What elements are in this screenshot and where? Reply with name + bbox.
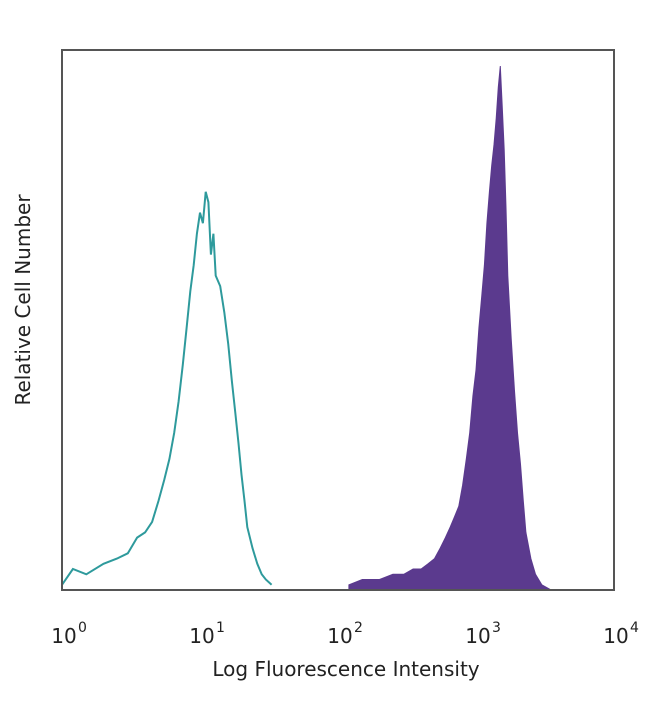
x-tick-base: 10: [327, 624, 352, 648]
stained-histogram-area: [348, 65, 554, 591]
x-tick-exponent: 2: [354, 620, 363, 636]
x-tick-label: 10 2: [327, 620, 363, 648]
plot-frame: [61, 49, 615, 591]
x-tick-exponent: 1: [216, 620, 225, 636]
x-tick-base: 10: [465, 624, 490, 648]
plot-area: [61, 65, 554, 591]
x-tick-exponent: 4: [630, 620, 639, 636]
x-axis-label: Log Fluorescence Intensity: [212, 657, 479, 681]
x-axis-ticks: 10 0 10 1 10 2 10 3 10 4: [51, 620, 639, 648]
x-tick-label: 10 4: [603, 620, 639, 648]
isotype-histogram-line: [61, 191, 273, 586]
x-tick-label: 10 0: [51, 620, 87, 648]
x-tick-exponent: 0: [78, 620, 87, 636]
x-tick-label: 10 1: [189, 620, 225, 648]
x-tick-base: 10: [189, 624, 214, 648]
x-tick-exponent: 3: [492, 620, 501, 636]
y-axis-label: Relative Cell Number: [11, 194, 35, 406]
x-tick-base: 10: [603, 624, 628, 648]
x-tick-base: 10: [51, 624, 76, 648]
x-tick-label: 10 3: [465, 620, 501, 648]
